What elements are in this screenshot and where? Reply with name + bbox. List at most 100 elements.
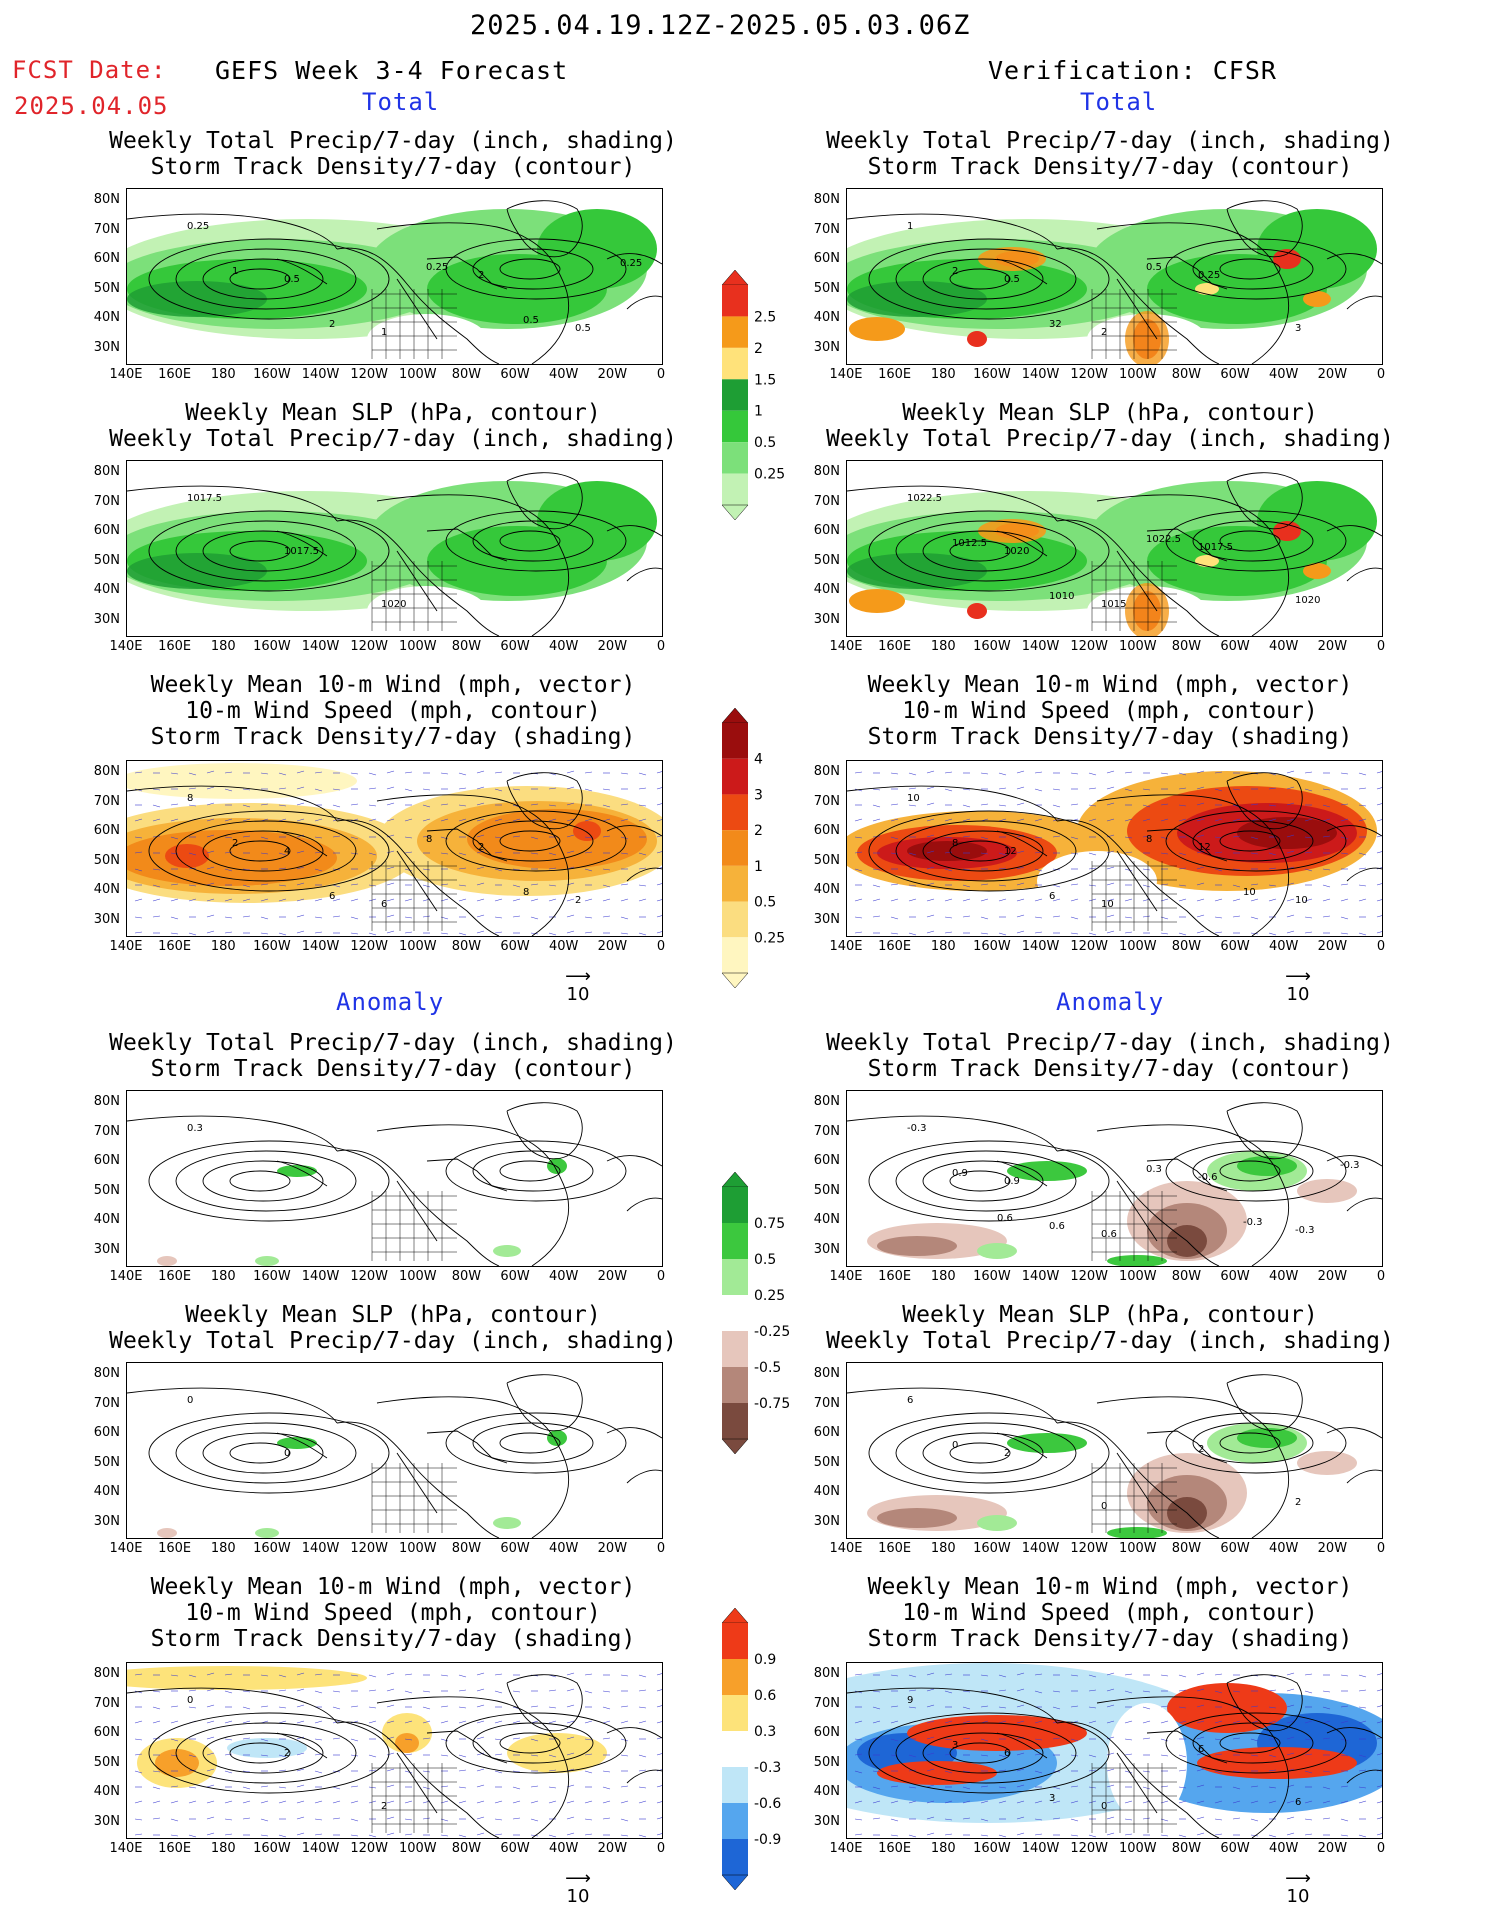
title-line: Weekly Total Precip/7-day (inch, shading… <box>826 128 1394 154</box>
lon-label: 0 <box>1376 639 1386 654</box>
contour-label: 12 <box>1198 842 1211 853</box>
lon-label: 80W <box>451 367 482 382</box>
panel-title-f2: Weekly Mean SLP (hPa, contour) Weekly To… <box>93 400 693 452</box>
lat-label: 70N <box>813 793 840 809</box>
contour-label: 2 <box>1101 327 1107 338</box>
lon-label: 80W <box>1171 1269 1202 1284</box>
lat-label: 80N <box>813 1366 840 1381</box>
lon-label: 180 <box>210 639 236 654</box>
lon-label: 180 <box>930 1841 956 1856</box>
lat-label: 50N <box>93 1454 120 1470</box>
colorbar-segment <box>722 1367 748 1403</box>
contour-label: 0.5 <box>284 274 300 285</box>
contour-label: 1015 <box>1101 599 1126 610</box>
lon-label: 140W <box>301 367 340 382</box>
title-line: Weekly Total Precip/7-day (inch, shading… <box>109 426 677 452</box>
panel-title-v1: Weekly Total Precip/7-day (inch, shading… <box>810 128 1410 180</box>
lat-label: 80N <box>813 192 840 207</box>
colorbar-precip-total: 2.5 2 1.5 1 0.5 0.25 <box>721 269 785 521</box>
lon-label: 100W <box>398 367 437 382</box>
lon-label: 60W <box>1220 1541 1250 1556</box>
contour-label: 10 <box>907 793 920 804</box>
contour-label: 0.5 <box>575 323 591 334</box>
lon-label: 160W <box>253 367 291 382</box>
lon-label: 60W <box>1220 939 1250 954</box>
section-anomaly-verification: Anomaly <box>1056 988 1165 1016</box>
colorbar-label: 0.3 <box>754 1724 776 1740</box>
verification-title: Verification: CFSR <box>988 56 1277 85</box>
title-line: Weekly Total Precip/7-day (inch, shading… <box>109 1030 677 1056</box>
arrow-right-icon: ⟶ <box>1285 1868 1311 1889</box>
lon-label: 0 <box>1376 1541 1386 1556</box>
contour-label: 0.5 <box>523 315 539 326</box>
contour-label: 1 <box>232 266 238 277</box>
panel-title-f4: Weekly Total Precip/7-day (inch, shading… <box>93 1030 693 1082</box>
lat-label: 30N <box>813 611 840 627</box>
lat-label: 80N <box>93 1366 120 1381</box>
lon-label: 160W <box>253 1841 291 1856</box>
contour-label: 1022.5 <box>907 493 942 504</box>
colorbar-label: 0.75 <box>754 1216 785 1232</box>
lon-label: 160E <box>158 939 192 954</box>
lat-label: 50N <box>813 552 840 568</box>
lat-label: 60N <box>813 823 840 838</box>
colorbar-segment <box>722 865 748 902</box>
lon-label: 160W <box>253 1541 291 1556</box>
contour-label: 1 <box>381 327 387 338</box>
contour-label: 2 <box>1198 1444 1204 1455</box>
colorbar-segment <box>722 442 748 474</box>
lon-label: 140E <box>829 1269 863 1284</box>
lat-label: 40N <box>813 882 840 897</box>
lat-label: 30N <box>93 1813 120 1829</box>
lon-label: 40W <box>549 367 579 382</box>
lon-label: 120W <box>350 939 388 954</box>
contour-label: -0.3 <box>1243 1217 1263 1228</box>
fcst-date-value: 2025.04.05 <box>14 92 169 120</box>
lat-label: 70N <box>93 1123 120 1139</box>
colorbar-label: -0.3 <box>754 1760 781 1776</box>
title-line: Storm Track Density/7-day (contour) <box>867 1056 1353 1082</box>
lat-label: 50N <box>93 280 120 296</box>
lon-label: 160W <box>253 1269 291 1284</box>
contour-label: 0.3 <box>187 1123 203 1134</box>
lat-label: 50N <box>93 552 120 568</box>
section-anomaly-forecast: Anomaly <box>336 988 445 1016</box>
map-panel-f1: 0.25 0.5 1 2 0.5 1 2 0.25 0.5 0.25 <box>126 188 663 365</box>
lon-label: 180 <box>210 367 236 382</box>
map-panel-v3: 10 12 10 12 10 8 6 8 10 <box>846 760 1383 937</box>
contour-label: 2 <box>381 1801 387 1812</box>
lon-label: 160E <box>158 1841 192 1856</box>
lon-label: 100W <box>1118 367 1157 382</box>
lat-label: 60N <box>813 1153 840 1168</box>
lon-label: 20W <box>597 1269 628 1284</box>
colorbar-segment <box>722 1623 748 1659</box>
colorbar-svg: 0.9 0.6 0.3 -0.3 -0.6 -0.9 <box>721 1607 781 1891</box>
colorbar-label: 3 <box>754 787 763 803</box>
contour-label: 0.25 <box>620 258 642 269</box>
contour-label: 1020 <box>1004 546 1029 557</box>
contour-label: 12 <box>1004 846 1017 857</box>
map-canvas: -0.3 0.9 0.6 -0.6 -0.3 0.9 0.6 0.3 -0.3 -0.3 0.6 <box>847 1091 1382 1266</box>
contour-label: 1017.5 <box>187 493 222 504</box>
contour-label: 6 <box>1198 1744 1204 1755</box>
map-canvas: 0 2 2 <box>127 1663 662 1838</box>
colorbar-label: 1 <box>754 404 763 420</box>
colorbar-segment <box>722 758 748 795</box>
title-line: 10-m Wind Speed (mph, contour) <box>185 698 601 724</box>
lon-label: 120W <box>1070 939 1108 954</box>
arrow-right-icon: ⟶ <box>565 1868 591 1889</box>
lon-label: 40W <box>1269 1841 1299 1856</box>
lat-label: 70N <box>93 1395 120 1411</box>
contour-label: 8 <box>426 834 432 845</box>
lon-label: 160E <box>158 1541 192 1556</box>
contour-label: 6 <box>1295 1797 1301 1808</box>
lon-label: 0 <box>656 639 666 654</box>
lon-label: 80W <box>1171 639 1202 654</box>
arrow-right-icon: ⟶ <box>565 966 591 987</box>
lat-label: 40N <box>93 882 120 897</box>
lon-label: 160W <box>253 939 291 954</box>
lon-label: 140E <box>829 367 863 382</box>
lon-label: 80W <box>1171 939 1202 954</box>
lon-label: 180 <box>210 1841 236 1856</box>
